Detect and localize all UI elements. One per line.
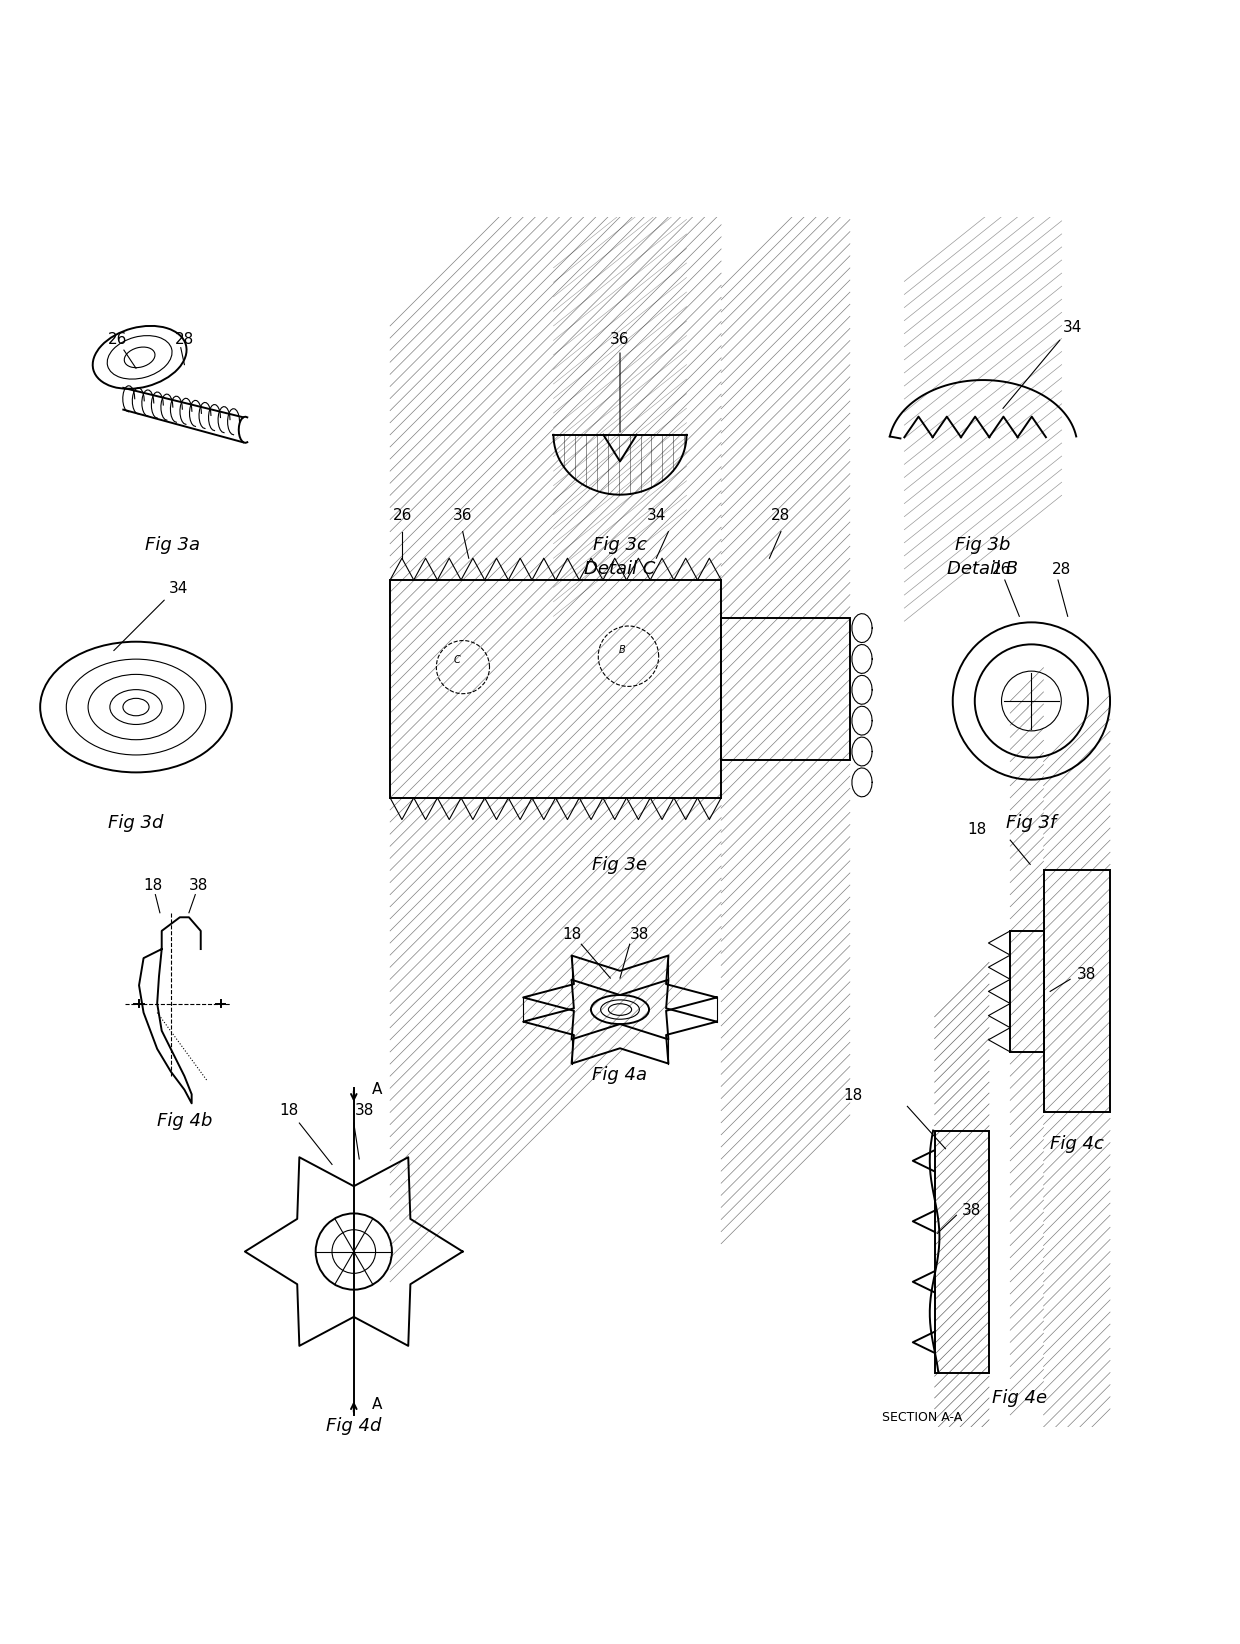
Bar (722, 618, 849, 760)
Text: A: A (372, 1082, 382, 1097)
Text: Fig 4e: Fig 4e (992, 1389, 1047, 1407)
Text: 38: 38 (355, 1103, 374, 1118)
Text: 38: 38 (1076, 967, 1096, 983)
Text: 28: 28 (175, 332, 193, 347)
Text: Fig 3b: Fig 3b (955, 536, 1011, 554)
Text: Fig 4d: Fig 4d (326, 1417, 382, 1435)
Text: 36: 36 (453, 508, 472, 523)
Text: Fig 3d: Fig 3d (108, 814, 164, 832)
Text: 26: 26 (108, 332, 128, 347)
Text: 18: 18 (843, 1088, 863, 1103)
Text: A: A (372, 1397, 382, 1412)
Bar (391, 580, 722, 797)
Text: 18: 18 (143, 878, 162, 893)
Text: SECTION A-A: SECTION A-A (883, 1411, 962, 1424)
Text: Fig 3f: Fig 3f (1006, 814, 1056, 832)
Bar (935, 1131, 990, 1373)
Text: Fig 3a: Fig 3a (145, 536, 200, 554)
Text: B: B (619, 644, 625, 654)
Text: 34: 34 (169, 582, 188, 597)
Text: 34: 34 (1063, 321, 1083, 335)
Text: Fig 4a: Fig 4a (593, 1065, 647, 1083)
Text: 18: 18 (279, 1103, 298, 1118)
Text: 38: 38 (630, 927, 649, 942)
Text: Fig 4c: Fig 4c (1050, 1134, 1104, 1152)
Text: 38: 38 (962, 1203, 981, 1218)
Text: 36: 36 (610, 332, 630, 347)
Text: Fig 3e: Fig 3e (593, 857, 647, 875)
Text: 18: 18 (967, 822, 987, 837)
Text: Fig 3c: Fig 3c (593, 536, 647, 554)
Text: Detail B: Detail B (947, 561, 1018, 579)
Text: 34: 34 (646, 508, 666, 523)
Text: 26: 26 (992, 562, 1011, 577)
Bar (1044, 870, 1110, 1113)
Text: Fig 4b: Fig 4b (156, 1111, 212, 1129)
Text: 28: 28 (1052, 562, 1071, 577)
Text: 18: 18 (562, 927, 582, 942)
Bar (1011, 931, 1044, 1052)
Text: 28: 28 (771, 508, 791, 523)
Text: 38: 38 (188, 878, 208, 893)
Text: 26: 26 (393, 508, 412, 523)
Text: C: C (454, 656, 460, 666)
Text: Detail C: Detail C (584, 561, 656, 579)
